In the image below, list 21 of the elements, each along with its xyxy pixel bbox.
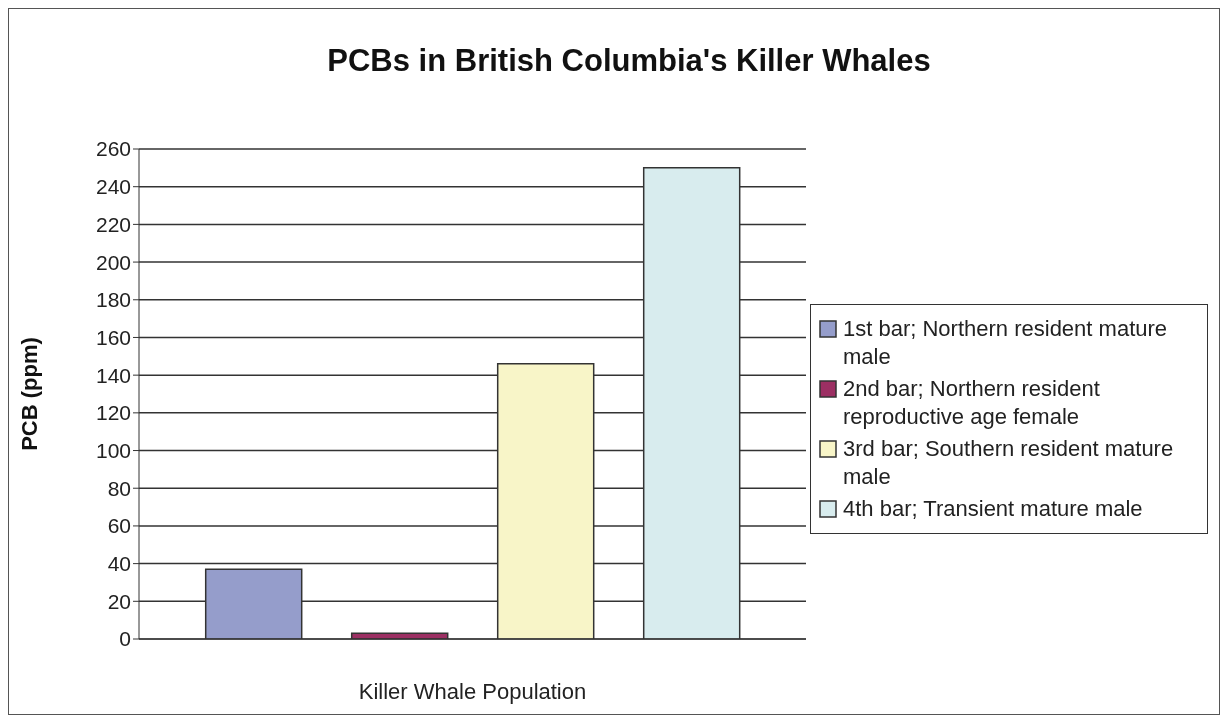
y-tick-label: 200 (95, 250, 131, 274)
x-axis-title: Killer Whale Population (358, 679, 587, 704)
y-axis-title: PCB (ppm) (16, 337, 42, 451)
y-tick-label: 100 (95, 438, 131, 462)
y-tick-label: 160 (95, 325, 131, 349)
y-tick-label: 20 (107, 589, 131, 613)
legend-label: 3rd bar; Southern resident mature male (843, 435, 1175, 491)
chart-title: PCBs in British Columbia's Killer Whales (326, 43, 932, 79)
legend-label: 1st bar; Northern resident mature male (843, 315, 1169, 371)
y-tick-label: 140 (95, 363, 131, 387)
y-tick-label: 220 (95, 212, 131, 236)
legend-label: 2nd bar; Northern resident reproductive age female (843, 375, 1101, 431)
y-tick-label: 260 (95, 137, 131, 161)
legend-label: 4th bar; Transient mature male (843, 495, 1143, 523)
y-tick-label: 120 (95, 401, 131, 425)
y-tick-label: 180 (95, 288, 131, 312)
y-tick-label: 60 (107, 514, 131, 538)
y-tick-label: 0 (119, 627, 131, 651)
y-tick-label: 240 (95, 175, 131, 199)
y-tick-label: 40 (107, 552, 131, 576)
y-tick-label: 80 (107, 476, 131, 500)
